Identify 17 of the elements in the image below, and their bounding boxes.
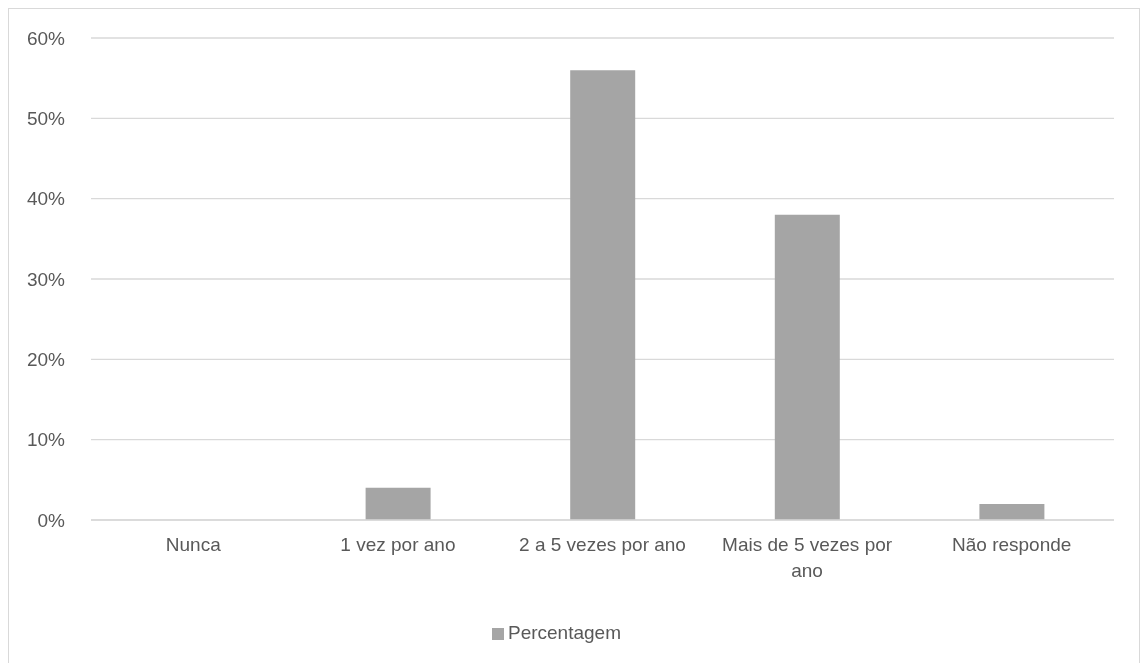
legend-label: Percentagem [507,622,621,643]
y-tick-label: 30% [26,268,66,290]
bar [365,487,431,520]
y-tick-label: 10% [26,429,66,451]
bar [774,214,840,520]
y-tick-label: 0% [37,509,66,531]
x-tick-label: Mais de 5 vezes por ano [722,534,893,581]
x-tick-label: 2 a 5 vezes por ano [519,534,686,556]
x-tick-label: Nunca [165,534,222,556]
y-tick-label: 20% [26,349,66,371]
bar [979,503,1045,520]
x-tick-label: 1 vez por ano [340,534,456,556]
y-tick-label: 60% [26,27,66,49]
y-tick-label: 40% [26,188,66,210]
y-tick-label: 50% [26,108,66,130]
bar [570,70,636,520]
x-tick-label: Não responde [952,534,1072,556]
